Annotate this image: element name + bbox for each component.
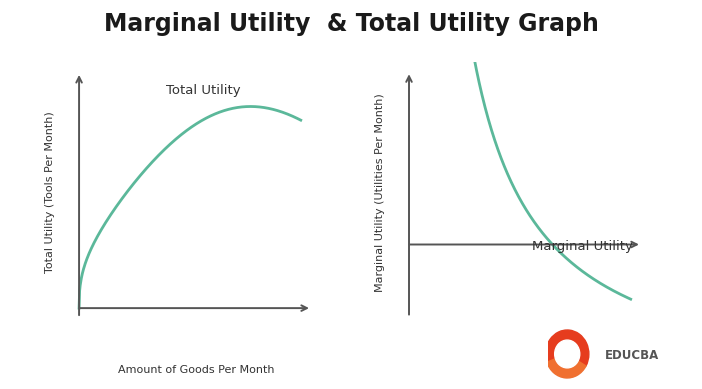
Text: Total Utility: Total Utility <box>166 84 241 96</box>
Text: Marginal Utility (Utilities Per Month): Marginal Utility (Utilities Per Month) <box>375 93 385 292</box>
Wedge shape <box>547 354 586 378</box>
Polygon shape <box>559 344 574 364</box>
Text: Marginal Utility: Marginal Utility <box>531 240 633 253</box>
Circle shape <box>545 330 589 378</box>
Circle shape <box>555 340 580 368</box>
Text: Amount of Goods Per Month: Amount of Goods Per Month <box>119 365 274 375</box>
Wedge shape <box>545 330 589 366</box>
Text: Marginal Utility  & Total Utility Graph: Marginal Utility & Total Utility Graph <box>104 12 598 36</box>
Text: Total Utility (Tools Per Month): Total Utility (Tools Per Month) <box>45 112 55 273</box>
Text: EDUCBA: EDUCBA <box>605 349 659 363</box>
